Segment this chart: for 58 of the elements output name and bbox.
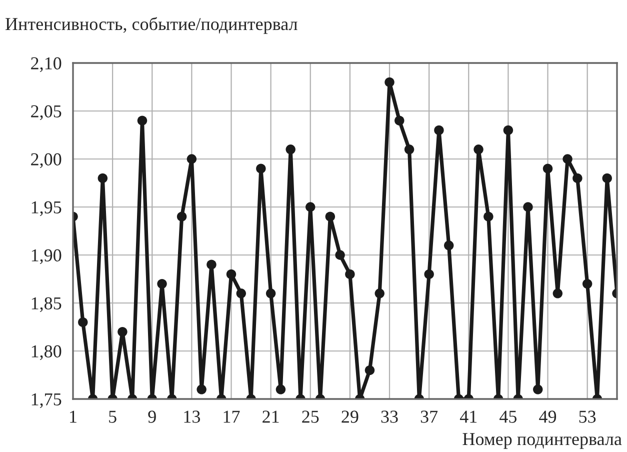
point — [562, 154, 572, 164]
point — [404, 144, 414, 154]
x-tick-label: 1 — [70, 410, 76, 423]
point — [345, 269, 355, 280]
point — [256, 164, 266, 174]
point — [374, 288, 384, 298]
point — [176, 212, 187, 222]
x-tick-label: 41 — [460, 410, 477, 423]
point — [286, 144, 296, 154]
point — [474, 144, 484, 154]
y-tick-label: 1,90 — [32, 249, 62, 264]
x-tick-label: 45 — [500, 410, 517, 423]
point — [186, 154, 197, 164]
y-tick-label: 2,10 — [31, 57, 62, 72]
point — [552, 288, 563, 298]
y-tick-label: 2,05 — [31, 105, 62, 120]
point — [236, 288, 246, 298]
point — [434, 125, 444, 136]
point — [523, 202, 533, 212]
point — [582, 278, 592, 289]
point — [335, 250, 345, 260]
point — [542, 164, 553, 174]
point — [424, 269, 434, 280]
x-axis-title: Номер подинтервала — [462, 433, 622, 449]
point — [602, 173, 612, 184]
y-axis-title: Интенсивность, событие/подинтервал — [6, 17, 298, 34]
x-tick-label: 9 — [148, 410, 156, 423]
point — [444, 240, 454, 250]
y-tick-label: 1,95 — [32, 201, 62, 216]
point — [78, 317, 88, 328]
x-tick-label: 29 — [342, 410, 358, 423]
x-tick-label: 5 — [109, 410, 116, 423]
point — [306, 202, 316, 212]
point — [206, 260, 216, 270]
point — [98, 173, 108, 184]
x-tick-label: 37 — [420, 410, 438, 423]
point — [266, 288, 276, 298]
x-tick-label: 25 — [302, 410, 319, 423]
x-tick-label: 49 — [539, 410, 556, 423]
point — [572, 173, 582, 184]
point — [118, 326, 128, 337]
point — [157, 278, 167, 289]
y-tick-label: 1,80 — [32, 345, 62, 360]
x-tick-label: 21 — [262, 410, 279, 423]
x-tick-label: 53 — [579, 410, 596, 423]
y-tick-label: 2,00 — [31, 153, 62, 168]
x-tick-label: 33 — [381, 410, 398, 423]
y-tick-label: 1,75 — [32, 393, 62, 408]
point — [484, 212, 494, 222]
point — [137, 116, 148, 126]
point — [325, 212, 336, 222]
y-tick-label: 1,85 — [32, 297, 62, 312]
point — [226, 269, 236, 280]
point — [394, 116, 404, 126]
x-tick-label: 13 — [184, 410, 200, 423]
x-tick-label: 17 — [224, 410, 240, 423]
point — [503, 125, 514, 136]
point — [384, 77, 394, 88]
